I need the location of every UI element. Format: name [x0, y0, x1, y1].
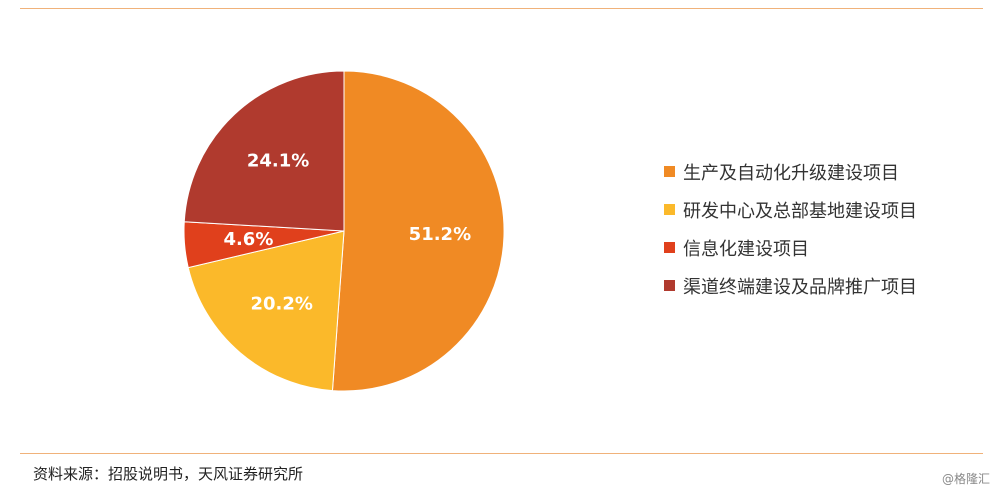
bottom-divider — [20, 453, 983, 454]
pie-slice-1 — [187, 230, 345, 392]
pie-slice-0 — [331, 70, 505, 392]
legend-item-2: 信息化建设项目 — [664, 234, 994, 261]
legend-item-3: 渠道终端建设及品牌推广项目 — [664, 272, 994, 299]
slice-label-2: 4.6% — [223, 229, 273, 250]
legend-label: 渠道终端建设及品牌推广项目 — [683, 276, 917, 298]
legend-label: 生产及自动化升级建设项目 — [683, 162, 899, 184]
pie-slices — [183, 70, 505, 392]
slice-label-3: 24.1% — [247, 151, 309, 172]
watermark-text: @格隆汇 — [941, 472, 990, 486]
legend-swatch — [664, 242, 675, 253]
legend-label: 研发中心及总部基地建设项目 — [683, 200, 917, 222]
pie-slice-3 — [183, 70, 345, 232]
legend-swatch — [664, 204, 675, 215]
top-divider — [20, 8, 983, 9]
pie-slice-labels: 51.2% 20.2% 4.6% 24.1% — [223, 151, 471, 315]
slice-label-1: 20.2% — [250, 294, 312, 315]
source-note: 资料来源：招股说明书，天风证券研究所 — [33, 465, 304, 483]
chart-legend: 生产及自动化升级建设项目 研发中心及总部基地建设项目 信息化建设项目渠道终端建设及品… — [664, 158, 994, 310]
legend-item-0: 生产及自动化升级建设项目 — [664, 158, 994, 185]
slice-label-0: 51.2% — [409, 224, 471, 245]
legend-item-1: 研发中心及总部基地建设项目 — [664, 196, 994, 223]
legend-swatch — [664, 280, 675, 291]
legend-label: 信息化建设项目 — [683, 238, 809, 260]
legend-swatch — [664, 166, 675, 177]
